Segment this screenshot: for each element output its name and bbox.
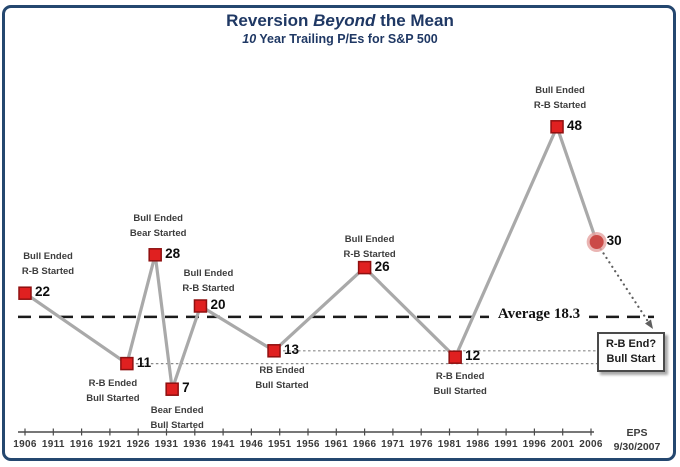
- x-tick-label-1911: 1911: [41, 439, 65, 450]
- chart-title: Reversion Beyond the Mean: [0, 11, 680, 31]
- marker-1906: [18, 286, 32, 300]
- marker-2000: [550, 120, 564, 134]
- marker-1924: [120, 356, 134, 371]
- x-tick-label-1991: 1991: [494, 439, 518, 450]
- x-tick-label-1921: 1921: [98, 439, 122, 450]
- x-tick-label-2006: 2006: [579, 439, 603, 450]
- x-tick-label-1976: 1976: [409, 439, 433, 450]
- x-tick-label-2001: 2001: [550, 439, 575, 450]
- x-tick-label-1986: 1986: [466, 439, 490, 450]
- x-tick-label-1996: 1996: [522, 439, 547, 450]
- marker-1932: [165, 382, 179, 396]
- callout-box: R-B End? Bull Start: [597, 332, 665, 372]
- callout-line-2: Bull Start: [606, 353, 656, 365]
- projection-arrow-head: [645, 319, 653, 329]
- x-tick-label-1926: 1926: [126, 439, 150, 450]
- x-tick-label-1981: 1981: [437, 439, 462, 450]
- annotation-1906: Bull Ended R-B Started: [21, 251, 75, 278]
- x-tick-label-1966: 1966: [352, 439, 377, 450]
- value-label-1924: 11: [136, 354, 152, 370]
- value-label-1950: 13: [284, 341, 300, 357]
- annotation-1924: R-B Ended Bull Started: [86, 377, 140, 404]
- chart-title-post: the Mean: [375, 11, 454, 30]
- marker-1982: [448, 350, 462, 364]
- value-label-1929: 28: [165, 245, 181, 261]
- annotation-1937: Bull Ended R-B Started: [182, 268, 235, 294]
- projection-dotted-line: [599, 247, 651, 325]
- marker-1966: [357, 260, 372, 275]
- eps-note: EPS 9/30/2007: [606, 426, 668, 454]
- value-label-1932: 7: [182, 380, 190, 396]
- x-tick-label-1951: 1951: [267, 439, 292, 450]
- value-label-1982: 12: [465, 348, 481, 364]
- x-tick-label-1936: 1936: [183, 439, 207, 450]
- annotation-1929: Bull Ended Bear Started: [129, 212, 187, 239]
- callout-line-1: R-B End?: [605, 338, 657, 350]
- average-label: Average 18.3: [489, 306, 589, 323]
- x-tick-label-1946: 1946: [239, 439, 264, 450]
- annotation-1950: RB Ended Bull Started: [255, 364, 309, 391]
- value-label-1966: 26: [374, 258, 390, 274]
- x-tick-label-1961: 1961: [324, 439, 349, 450]
- marker-1929: [148, 248, 162, 262]
- value-label-1937: 20: [210, 297, 226, 312]
- chart-subtitle-italic: 10: [242, 32, 257, 46]
- value-label-1906: 22: [35, 284, 51, 300]
- annotation-1932: Bear Ended Bull Started: [150, 405, 204, 432]
- eps-note-line-1: EPS: [626, 427, 648, 439]
- chart-title-pre: Reversion: [226, 11, 314, 30]
- x-tick-label-1956: 1956: [296, 439, 320, 450]
- chart-title-italic: Beyond: [313, 11, 376, 30]
- marker-1937: [193, 299, 208, 313]
- x-tick-label-1941: 1941: [211, 439, 235, 450]
- annotation-1982: R-B Ended Bull Started: [433, 371, 487, 398]
- value-label-2000: 48: [567, 117, 583, 133]
- chart-subtitle-rest: Year Trailing P/Es for S&P 500: [256, 32, 438, 46]
- marker-2007: [589, 235, 604, 249]
- x-tick-label-1931: 1931: [154, 439, 179, 450]
- marker-1950: [267, 344, 281, 358]
- x-tick-label-1906: 1906: [13, 439, 37, 450]
- annotation-2000: Bull Ended R-B Started: [533, 84, 587, 111]
- eps-note-line-2: 9/30/2007: [613, 441, 661, 453]
- x-tick-label-1916: 1916: [69, 439, 94, 450]
- annotation-1966: Bull Ended R-B Started: [343, 233, 396, 260]
- x-tick-label-1971: 1971: [381, 439, 405, 450]
- trend-line: [23, 125, 599, 391]
- chart-subtitle: 10 Year Trailing P/Es for S&P 500: [0, 32, 680, 46]
- value-label-2007: 30: [606, 233, 622, 248]
